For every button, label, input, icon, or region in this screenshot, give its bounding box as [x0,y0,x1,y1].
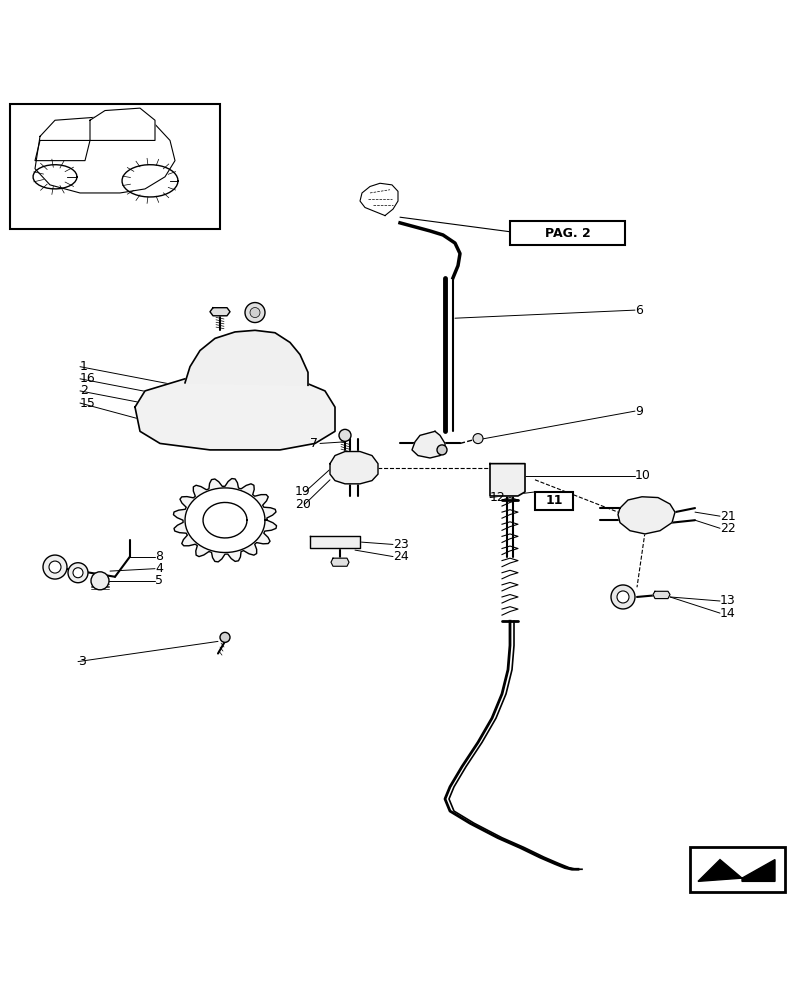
Polygon shape [618,497,675,534]
Circle shape [49,561,61,573]
Text: 13: 13 [720,594,736,607]
Circle shape [339,429,351,441]
Text: 4: 4 [155,562,163,575]
Text: PAG. 2: PAG. 2 [545,227,591,240]
Text: 8: 8 [155,550,163,563]
Polygon shape [135,377,335,450]
Text: 1: 1 [80,360,88,373]
Text: 6: 6 [635,304,643,317]
Polygon shape [331,558,349,566]
Circle shape [617,591,629,603]
Text: 14: 14 [720,607,736,620]
Polygon shape [698,860,775,881]
Bar [690,847,785,892]
Polygon shape [122,165,178,197]
Text: 11: 11 [545,494,562,507]
Text: 24: 24 [393,550,409,563]
Text: 10: 10 [635,469,651,482]
Circle shape [43,555,67,579]
Text: 3: 3 [78,655,86,668]
Bar [510,221,625,245]
Polygon shape [210,308,230,316]
Bar [10,104,220,229]
Polygon shape [412,431,445,458]
Text: 21: 21 [720,510,736,523]
Polygon shape [35,140,90,161]
Text: 19: 19 [295,485,311,498]
Circle shape [68,563,88,583]
Polygon shape [35,116,175,193]
Circle shape [437,445,447,455]
Circle shape [73,568,83,578]
Polygon shape [174,479,276,562]
Text: 20: 20 [295,498,311,511]
Circle shape [245,303,265,323]
Polygon shape [330,452,378,484]
Text: 22: 22 [720,522,736,535]
Polygon shape [653,591,670,599]
Text: 7: 7 [310,437,318,450]
Polygon shape [185,330,308,385]
Text: 23: 23 [393,538,409,551]
Polygon shape [490,464,525,496]
Polygon shape [185,488,265,553]
Circle shape [220,632,230,642]
Text: 15: 15 [80,397,96,410]
Text: 9: 9 [635,405,643,418]
Text: 12: 12 [490,491,506,504]
Circle shape [250,308,260,318]
Circle shape [91,572,109,590]
Text: 2: 2 [80,384,88,397]
Polygon shape [33,165,77,189]
Bar [535,492,573,510]
Text: 16: 16 [80,372,96,385]
Circle shape [611,585,635,609]
Polygon shape [203,502,247,538]
Text: 5: 5 [155,574,163,587]
Circle shape [473,434,483,444]
Polygon shape [310,536,360,548]
Polygon shape [90,108,155,140]
